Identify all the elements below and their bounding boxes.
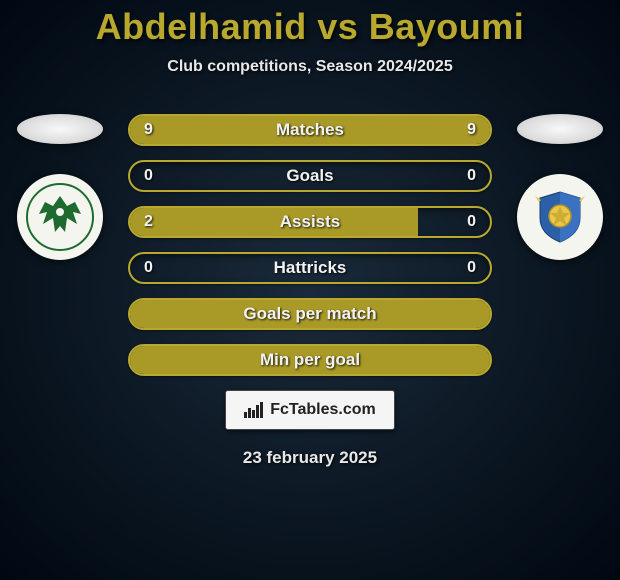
- stats-column: 9 9 Matches 0 0 Goals 2 0 Assists 0 0 Hattricks Goal…: [120, 104, 500, 376]
- stat-label: Goals: [286, 166, 333, 186]
- stat-label: Hattricks: [274, 258, 347, 278]
- player-left-placeholder: [17, 114, 103, 144]
- title: Abdelhamid vs Bayoumi: [96, 6, 525, 48]
- source-logo: FcTables.com: [225, 390, 395, 430]
- stat-bar: 9 9 Matches: [128, 114, 492, 146]
- date-text: 23 february 2025: [243, 448, 377, 468]
- stat-bar: Min per goal: [128, 344, 492, 376]
- source-logo-text: FcTables.com: [270, 401, 376, 419]
- stat-label: Goals per match: [243, 304, 376, 324]
- stat-label: Assists: [280, 212, 340, 232]
- infographic-root: Abdelhamid vs Bayoumi Club competitions,…: [0, 0, 620, 468]
- player1-name: Abdelhamid: [96, 6, 307, 47]
- stat-bar: 0 0 Goals: [128, 160, 492, 192]
- stat-value-left: 9: [144, 121, 153, 139]
- stat-value-right: 0: [467, 259, 476, 277]
- stat-bar: 0 0 Hattricks: [128, 252, 492, 284]
- player2-name: Bayoumi: [369, 6, 525, 47]
- bar-chart-icon: [244, 402, 264, 418]
- player-right-placeholder: [517, 114, 603, 144]
- stat-value-right: 0: [467, 167, 476, 185]
- stat-label: Matches: [276, 120, 344, 140]
- stat-value-left: 0: [144, 167, 153, 185]
- stat-label: Min per goal: [260, 350, 360, 370]
- stat-value-left: 2: [144, 213, 153, 231]
- player-left-column: [0, 104, 120, 260]
- eagle-crest-icon: [25, 182, 95, 252]
- player-right-badge: [517, 174, 603, 260]
- stat-bar: Goals per match: [128, 298, 492, 330]
- stat-value-right: 0: [467, 213, 476, 231]
- vs-text: vs: [317, 6, 358, 47]
- subtitle: Club competitions, Season 2024/2025: [167, 58, 452, 76]
- player-right-column: [500, 104, 620, 260]
- shield-ball-icon: [525, 182, 595, 252]
- stat-bar: 2 0 Assists: [128, 206, 492, 238]
- main-row: 9 9 Matches 0 0 Goals 2 0 Assists 0 0 Hattricks Goal…: [0, 104, 620, 376]
- player-left-badge: [17, 174, 103, 260]
- stat-fill-left: [130, 208, 418, 236]
- stat-value-left: 0: [144, 259, 153, 277]
- stat-value-right: 9: [467, 121, 476, 139]
